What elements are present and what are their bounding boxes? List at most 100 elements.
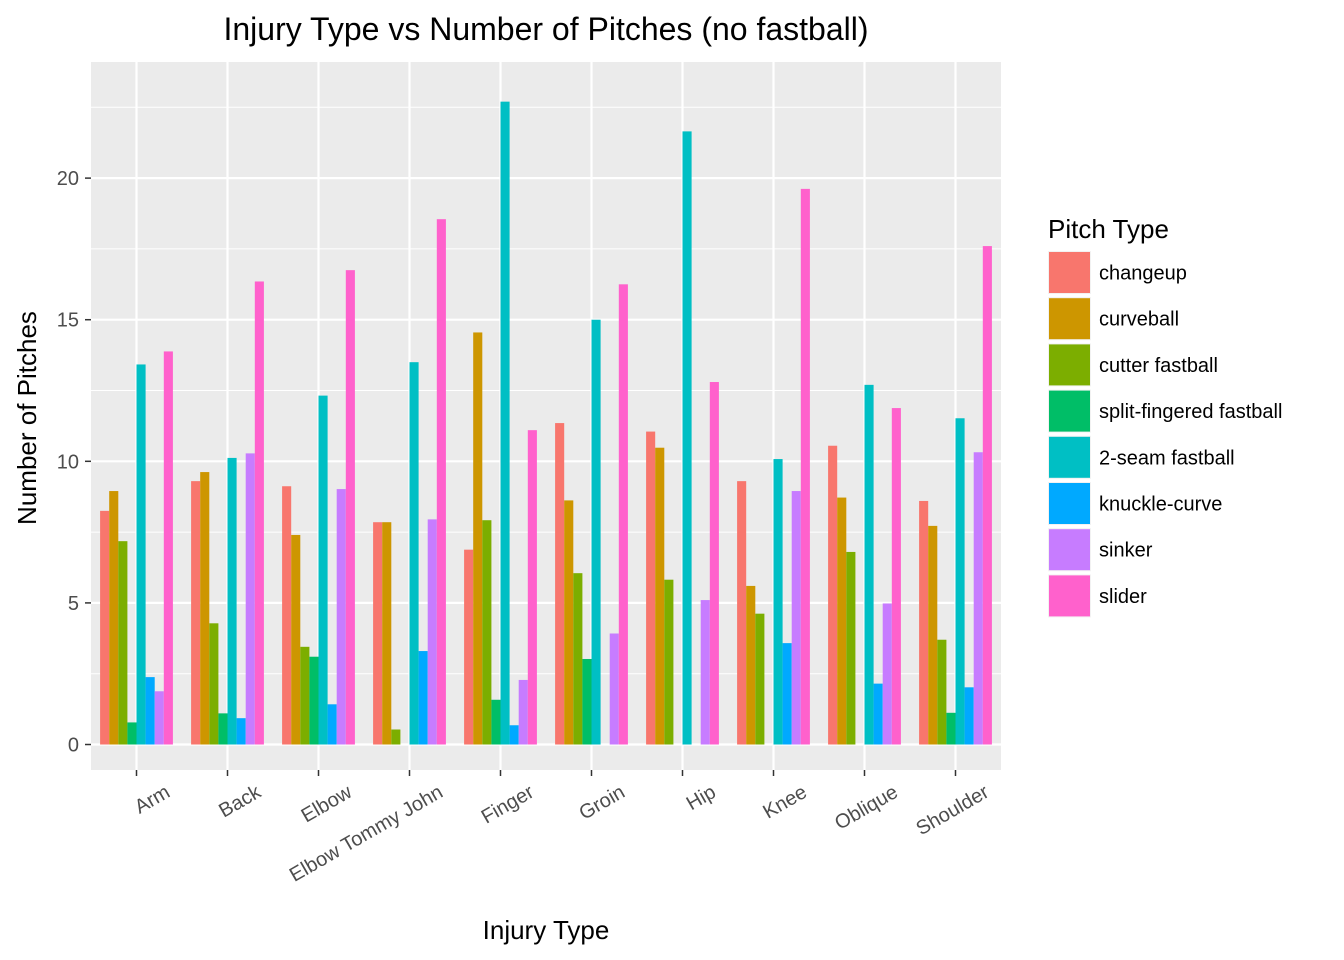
- bar: [436, 219, 446, 745]
- bar: [418, 651, 428, 745]
- legend-swatch: [1049, 252, 1090, 293]
- legend-swatch: [1049, 390, 1090, 432]
- bar: [709, 382, 719, 745]
- legend-swatch: [1049, 575, 1090, 617]
- bars: [100, 101, 992, 745]
- bar: [755, 613, 765, 745]
- x-tick-label: Elbow Tommy John: [286, 781, 447, 887]
- bar: [782, 643, 792, 745]
- legend-label: slider: [1099, 586, 1147, 608]
- legend-label: curveball: [1099, 309, 1179, 331]
- bar: [746, 585, 756, 745]
- x-tick-label: Elbow: [298, 781, 357, 828]
- bar: [946, 712, 956, 745]
- bar: [664, 579, 674, 745]
- x-tick-label: Hip: [683, 781, 720, 815]
- bar: [109, 491, 119, 745]
- bar: [318, 395, 328, 745]
- y-tick-label: 20: [57, 168, 79, 190]
- bar: [373, 522, 383, 745]
- bar: [682, 131, 692, 745]
- legend-label: knuckle-curve: [1099, 494, 1222, 516]
- bar: [828, 445, 838, 745]
- bar: [864, 384, 874, 745]
- bar: [464, 549, 474, 745]
- x-tick-label: Knee: [759, 781, 810, 823]
- bar: [891, 408, 901, 745]
- bar: [873, 683, 883, 745]
- legend-swatch: [1049, 529, 1090, 571]
- legend-title: Pitch Type: [1048, 214, 1169, 244]
- bar: [982, 246, 992, 745]
- bar: [773, 459, 783, 745]
- legend-label: cutter fastball: [1099, 355, 1218, 377]
- bar: [127, 722, 137, 745]
- bar: [236, 718, 246, 745]
- legend-swatch: [1049, 483, 1090, 524]
- bar: [191, 481, 201, 745]
- bar: [345, 270, 355, 745]
- bar: [582, 658, 592, 745]
- legend-swatch: [1049, 344, 1090, 386]
- bar: [937, 639, 947, 745]
- bar: [527, 430, 537, 745]
- legend: Pitch Type changeup curveball cutter fastb…: [1048, 214, 1282, 618]
- bar: [227, 457, 237, 745]
- bar: [145, 677, 155, 745]
- bar: [737, 481, 747, 745]
- legend-swatch: [1049, 298, 1090, 340]
- bar: [100, 510, 110, 745]
- y-axis-title: Number of Pitches: [12, 311, 42, 525]
- bar: [427, 519, 437, 745]
- y-tick-label: 10: [57, 451, 79, 473]
- bar: [500, 101, 510, 745]
- x-tick-label: Back: [215, 781, 265, 823]
- bar: [646, 431, 656, 745]
- chart-title: Injury Type vs Number of Pitches (no fas…: [223, 11, 868, 47]
- bar: [136, 364, 146, 745]
- bar: [300, 646, 310, 745]
- bar: [118, 541, 128, 745]
- bar: [609, 633, 619, 745]
- y-axis: 0 5 10 15 20: [57, 168, 91, 757]
- bar: [245, 453, 255, 745]
- bar: [555, 423, 565, 745]
- legend-label: changeup: [1099, 263, 1187, 285]
- x-tick-label: Arm: [131, 781, 174, 818]
- x-axis-title: Injury Type: [483, 915, 610, 945]
- bar: [482, 520, 492, 745]
- bar: [209, 623, 219, 745]
- bar: [309, 656, 319, 745]
- bar: [218, 713, 228, 745]
- bar: [200, 472, 210, 745]
- bar: [382, 522, 392, 745]
- bar: [163, 351, 173, 745]
- bar: [882, 603, 892, 745]
- bar: [919, 500, 929, 745]
- x-tick-label: Finger: [478, 781, 538, 829]
- bar: [846, 551, 856, 745]
- bar: [254, 281, 264, 745]
- bar: [618, 284, 628, 745]
- legend-label: 2-seam fastball: [1099, 447, 1235, 469]
- bar: [291, 534, 301, 745]
- bar: [591, 319, 601, 745]
- bar: [491, 699, 501, 745]
- bar: [336, 489, 346, 745]
- bar: [700, 600, 710, 745]
- bar: [282, 486, 292, 745]
- bar: [518, 679, 528, 745]
- bar: [509, 725, 519, 745]
- bar: [964, 687, 974, 745]
- y-tick-label: 15: [57, 310, 79, 332]
- bar: [573, 573, 583, 745]
- bar: [473, 332, 483, 745]
- legend-label: split-fingered fastball: [1099, 401, 1282, 423]
- x-tick-label: Shoulder: [912, 781, 993, 840]
- bar: [154, 691, 164, 745]
- y-tick-label: 0: [68, 735, 79, 757]
- bar: [800, 188, 810, 745]
- bar: [564, 500, 574, 745]
